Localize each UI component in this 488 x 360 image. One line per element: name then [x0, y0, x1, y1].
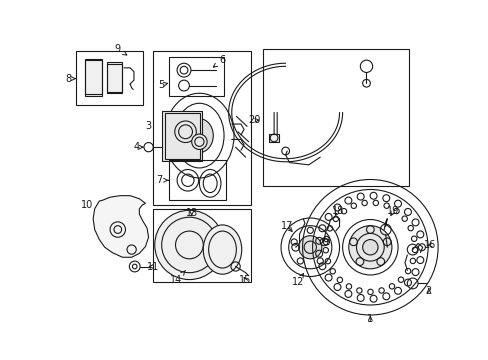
Text: 8: 8 [65, 73, 75, 84]
Bar [262, 49, 408, 186]
Text: 19: 19 [386, 206, 399, 216]
Circle shape [362, 239, 377, 255]
Text: 9: 9 [115, 44, 126, 55]
Text: 2: 2 [425, 286, 431, 296]
Circle shape [174, 121, 196, 143]
Circle shape [191, 134, 207, 149]
Ellipse shape [154, 210, 224, 280]
Bar [107, 64, 122, 92]
Bar [168, 57, 224, 95]
Bar [268, 134, 279, 142]
Text: 20: 20 [248, 115, 261, 125]
Bar [76, 51, 143, 105]
Text: 1: 1 [366, 314, 373, 324]
Bar [85, 59, 102, 95]
Text: 16: 16 [424, 240, 436, 250]
Ellipse shape [203, 225, 241, 274]
Text: 15: 15 [239, 275, 251, 285]
Text: 11: 11 [147, 261, 159, 271]
Circle shape [298, 236, 321, 259]
Bar [153, 209, 250, 282]
Text: 12: 12 [291, 274, 304, 287]
Text: 4: 4 [133, 142, 142, 152]
Text: 18: 18 [331, 206, 344, 216]
Bar [164, 113, 200, 159]
Text: 10: 10 [81, 200, 93, 210]
Text: 13: 13 [185, 208, 198, 217]
Text: 14: 14 [170, 270, 185, 285]
Circle shape [348, 226, 391, 269]
Text: 6: 6 [213, 55, 225, 67]
Text: 17: 17 [281, 221, 293, 231]
Text: 3: 3 [145, 121, 151, 131]
Bar [85, 60, 102, 94]
Text: 5: 5 [158, 80, 167, 90]
Text: 7: 7 [156, 175, 168, 185]
Ellipse shape [185, 119, 213, 153]
Bar [107, 62, 122, 93]
Bar [162, 111, 202, 161]
Polygon shape [93, 195, 148, 257]
Bar [153, 51, 250, 205]
Bar [168, 160, 226, 200]
